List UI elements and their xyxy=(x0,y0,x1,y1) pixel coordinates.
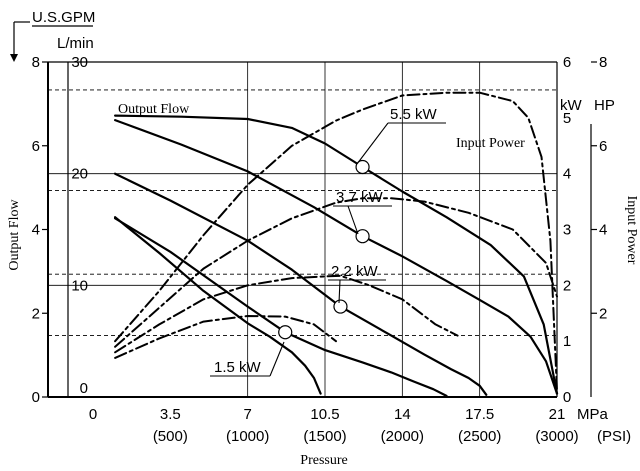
kw-reference-lines xyxy=(48,89,557,336)
output-flow-label: Output Flow xyxy=(118,102,190,117)
output-flow-curve-1-5-kw-lower xyxy=(113,216,322,395)
grid xyxy=(48,62,557,397)
tick-label-mpa: 14 xyxy=(394,406,411,423)
output-flow-curve-5-5-kw xyxy=(113,114,559,395)
operating-point-marker xyxy=(333,299,348,314)
output-flow-curve-2-2-kw xyxy=(113,172,488,396)
tick-label-gpm: 8 xyxy=(32,54,40,71)
power-rating-callouts: 5.5 kW 3.7 kW 2.2 kW 1.5 kW xyxy=(210,106,446,377)
tick-label-mpa: 21 xyxy=(549,406,566,423)
tick-label-kw: 6 xyxy=(563,54,571,71)
tick-label-mpa: 17.5 xyxy=(465,406,494,423)
label-1-5-kw: 1.5 kW xyxy=(214,359,262,376)
label-5-5-kw-leader xyxy=(356,122,389,165)
tick-label-gpm: 4 xyxy=(32,222,40,239)
unit-hp: HP xyxy=(594,97,615,114)
tick-label-hp: 2 xyxy=(599,305,607,322)
tick-label-hp: 4 xyxy=(599,222,607,239)
tick-label-hp: 8 xyxy=(599,54,607,71)
tick-label-kw: 4 xyxy=(563,166,571,183)
tick-label-kw: 5 xyxy=(563,110,571,127)
unit-kw: kW xyxy=(560,97,583,114)
input-power-curve-5-5-kw xyxy=(114,91,558,393)
tick-label-hp: 6 xyxy=(599,138,607,155)
axes xyxy=(42,61,597,398)
label-2-2-kw: 2.2 kW xyxy=(331,263,379,280)
tick-label-psi: (2500) xyxy=(458,428,501,445)
label-3-7-kw-leader xyxy=(347,205,359,235)
tick-labels: 0 2 4 6 8 0 10 20 30 0 1 2 3 4 5 6 2 4 6 8 0 3.5 7 10.5 14 17.5 21… xyxy=(32,54,608,445)
tick-label-lmin: 0 xyxy=(80,380,88,397)
input-power-curve-2-2-kw xyxy=(114,274,459,354)
tick-label-kw: 2 xyxy=(563,277,571,294)
label-3-7-kw: 3.7 kW xyxy=(336,189,384,206)
tick-label-psi: (3000) xyxy=(535,428,578,445)
y-axis-title-right: Input Power xyxy=(624,196,639,265)
tick-label-gpm: 0 xyxy=(32,389,40,406)
series-group xyxy=(113,91,559,397)
unit-mpa: MPa xyxy=(577,406,609,423)
label-5-5-kw: 5.5 kW xyxy=(390,106,438,123)
operating-point-marker xyxy=(355,229,370,244)
gpm-arrow-head xyxy=(10,54,18,62)
tick-label-lmin: 10 xyxy=(71,277,88,294)
tick-label-kw: 0 xyxy=(563,389,571,406)
y-axis-title-left: Output Flow xyxy=(7,199,22,271)
input-power-label: Input Power xyxy=(456,136,525,151)
tick-label-kw: 3 xyxy=(563,222,571,239)
power-markers xyxy=(278,159,370,340)
unit-us-gpm: U.S.GPM xyxy=(32,9,95,26)
tick-label-psi: (1500) xyxy=(303,428,346,445)
input-power-curve-3-7-kw xyxy=(114,197,558,348)
tick-label-gpm: 2 xyxy=(32,305,40,322)
operating-point-marker xyxy=(278,325,293,340)
input-power-curve-1-5-kw xyxy=(114,315,337,359)
operating-point-marker xyxy=(355,159,370,175)
tick-label-gpm: 6 xyxy=(32,138,40,155)
chart-labels: U.S.GPM L/min kW HP MPa (PSI) Pressure O… xyxy=(7,9,639,468)
tick-label-lmin: 30 xyxy=(71,54,88,71)
tick-label-mpa: 7 xyxy=(243,406,251,423)
label-2-2-kw-leader xyxy=(338,279,341,304)
output-flow-curve-3-7-kw xyxy=(113,118,559,395)
tick-label-lmin: 20 xyxy=(71,166,88,183)
tick-label-kw: 1 xyxy=(563,333,571,350)
tick-label-psi: (1000) xyxy=(226,428,269,445)
output-flow-curve-1-5-kw xyxy=(113,217,448,397)
label-1-5-kw-leader xyxy=(269,341,285,377)
unit-psi: (PSI) xyxy=(597,428,631,445)
tick-label-mpa: 10.5 xyxy=(310,406,339,423)
tick-label-mpa: 3.5 xyxy=(160,406,181,423)
x-axis-title: Pressure xyxy=(300,453,347,468)
tick-label-psi: (500) xyxy=(153,428,188,445)
tick-label-mpa: 0 xyxy=(89,406,97,423)
unit-l-min: L/min xyxy=(57,35,94,52)
tick-label-psi: (2000) xyxy=(381,428,424,445)
